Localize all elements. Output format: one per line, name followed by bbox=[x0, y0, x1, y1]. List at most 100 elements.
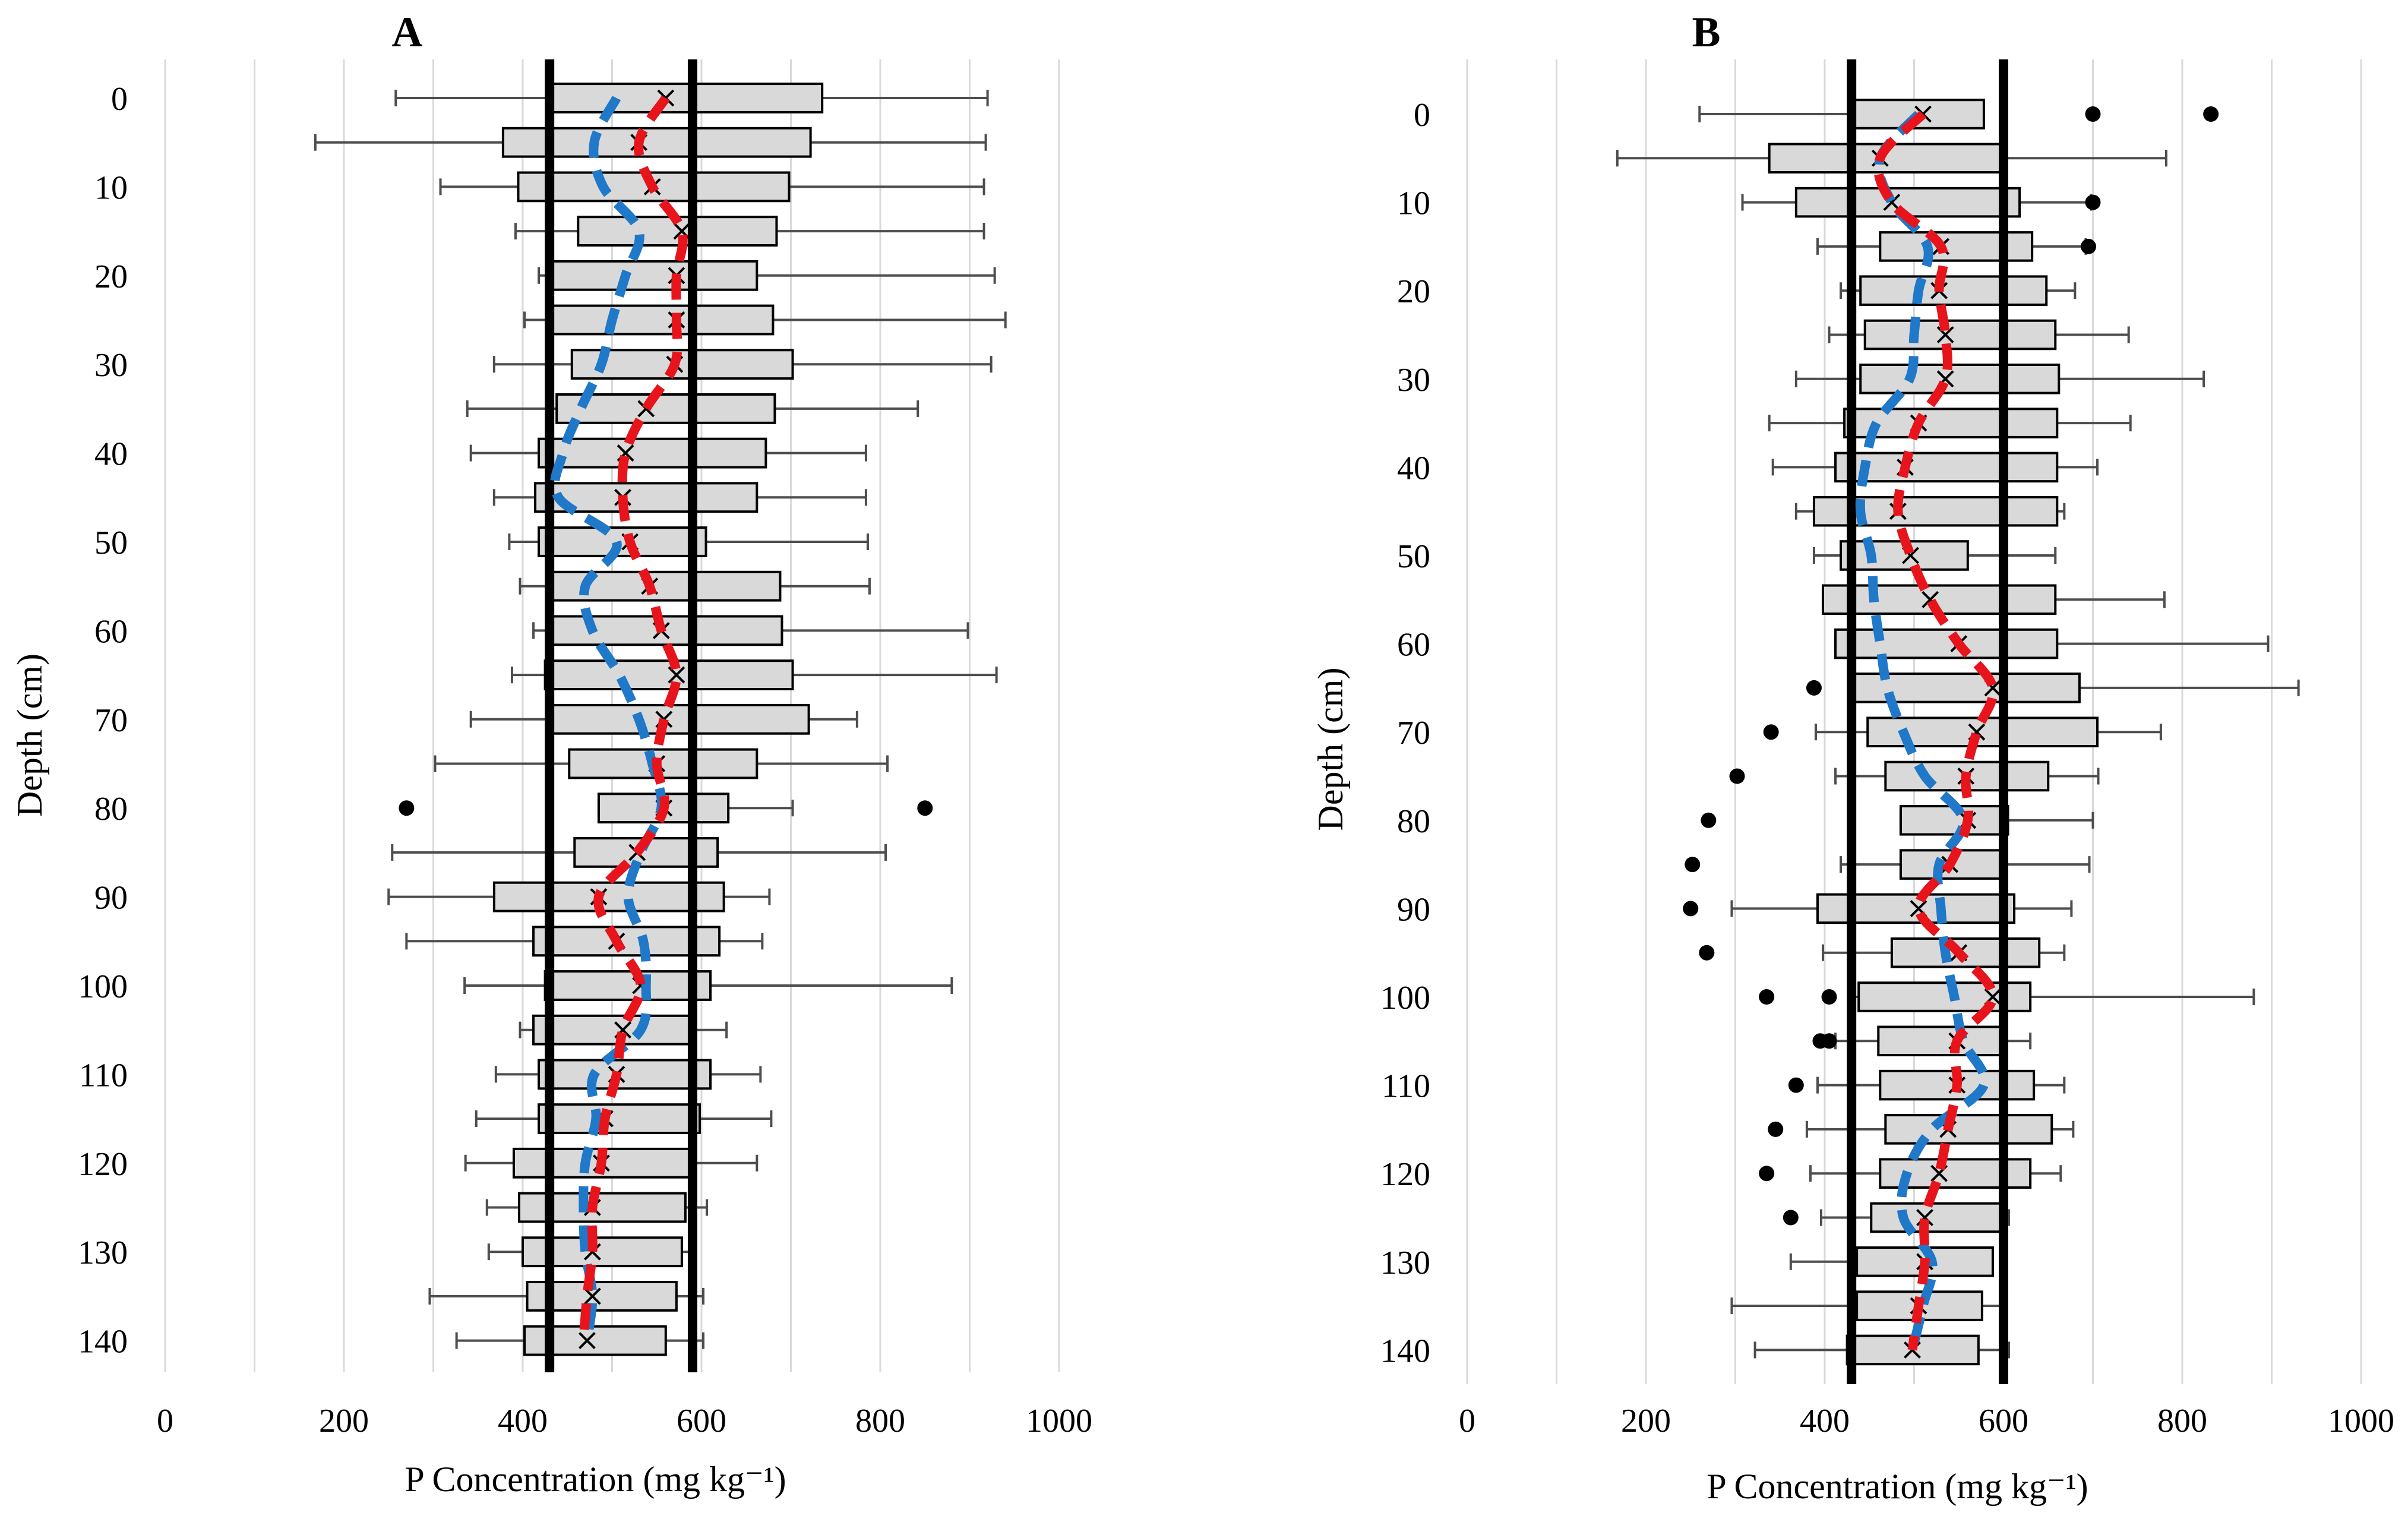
box bbox=[1863, 319, 2057, 351]
box bbox=[555, 393, 776, 424]
y-tick-label: 10 bbox=[1397, 185, 1430, 222]
outlier-point bbox=[1759, 989, 1775, 1005]
box-depth-25 bbox=[1828, 319, 2130, 351]
box-depth-100 bbox=[463, 970, 953, 1001]
y-tick-label: 0 bbox=[111, 81, 128, 118]
panel-a: A Depth (cm) 0 10 20 30 40 50 60 70 80 90 100 110 120 1… bbox=[10, 8, 1092, 1499]
outlier-point bbox=[1759, 1166, 1775, 1182]
box-depth-95 bbox=[405, 926, 764, 957]
box bbox=[1890, 937, 2041, 968]
x-tick-label: 400 bbox=[1800, 1403, 1850, 1439]
x-tick-label: 1000 bbox=[2328, 1403, 2394, 1439]
y-tick-label: 110 bbox=[79, 1057, 128, 1094]
y-tick-label: 140 bbox=[78, 1324, 128, 1360]
x-axis-label: P Concentration (mg kg⁻¹) bbox=[405, 1460, 786, 1499]
y-tick-label: 110 bbox=[1382, 1068, 1430, 1105]
y-tick-label: 20 bbox=[94, 258, 128, 295]
box bbox=[568, 748, 759, 779]
box bbox=[1843, 408, 2059, 438]
box-depth-135 bbox=[428, 1280, 705, 1312]
outlier-point bbox=[1821, 1033, 1837, 1049]
outlier-point bbox=[1699, 945, 1715, 961]
box-depth-30 bbox=[492, 349, 993, 380]
y-tick-label: 30 bbox=[1397, 362, 1430, 399]
y-tick-label: 120 bbox=[1380, 1156, 1430, 1193]
box-depth-65 bbox=[510, 659, 998, 691]
box-depth-25 bbox=[523, 304, 1007, 336]
box-depth-20 bbox=[538, 260, 996, 291]
y-tick-label: 60 bbox=[94, 613, 128, 650]
box bbox=[538, 437, 767, 469]
y-axis-label: Depth (cm) bbox=[10, 653, 49, 817]
outlier-point bbox=[1788, 1077, 1804, 1093]
outlier-point bbox=[1685, 857, 1701, 873]
box-depth-100 bbox=[1852, 981, 2255, 1012]
outlier-point bbox=[1729, 768, 1745, 784]
y-tick-label: 30 bbox=[94, 347, 128, 384]
box-depth-85 bbox=[1840, 849, 2091, 880]
box-depth-40 bbox=[469, 437, 867, 469]
y-tick-label: 130 bbox=[78, 1234, 128, 1271]
y-tick-label: 140 bbox=[1380, 1333, 1430, 1369]
box-depth-135 bbox=[1730, 1290, 2009, 1321]
blue-dashed-line bbox=[550, 96, 666, 1341]
box-depth-70 bbox=[1814, 716, 2162, 747]
box-depth-120 bbox=[464, 1147, 759, 1179]
box bbox=[1834, 451, 2059, 483]
x-tick-label: 1000 bbox=[1026, 1403, 1092, 1439]
y-tick-label: 80 bbox=[1397, 803, 1430, 840]
y-tick-label: 70 bbox=[94, 702, 128, 739]
box bbox=[538, 1059, 712, 1090]
box-depth-35 bbox=[466, 393, 919, 424]
box bbox=[1859, 364, 2061, 394]
box bbox=[492, 881, 725, 913]
x-tick-label: 600 bbox=[677, 1403, 726, 1439]
panel-title: A bbox=[392, 8, 423, 56]
box bbox=[538, 526, 707, 557]
box-depth-105 bbox=[519, 1014, 728, 1046]
x-tick-label: 0 bbox=[1459, 1403, 1475, 1439]
box bbox=[532, 1014, 696, 1046]
box-depth-95 bbox=[1821, 937, 2066, 968]
box-depth-30 bbox=[1794, 364, 2205, 394]
x-tick-label: 400 bbox=[498, 1403, 548, 1439]
y-tick-label: 40 bbox=[94, 436, 128, 473]
y-tick-label: 100 bbox=[1380, 980, 1430, 1016]
outlier-point bbox=[1701, 812, 1717, 828]
box bbox=[501, 127, 812, 158]
outlier-point bbox=[399, 800, 415, 816]
box-depth-60 bbox=[1834, 628, 2270, 659]
box-depth-60 bbox=[532, 615, 969, 646]
y-tick-label: 60 bbox=[1397, 627, 1430, 664]
x-tick-label: 600 bbox=[1979, 1403, 2028, 1439]
box-depth-45 bbox=[1794, 495, 2066, 527]
box bbox=[1879, 231, 2034, 262]
box-depth-5 bbox=[314, 127, 987, 158]
y-tick-label: 10 bbox=[94, 169, 128, 206]
box bbox=[517, 1192, 687, 1223]
y-tick-label: 120 bbox=[78, 1146, 128, 1183]
box bbox=[546, 83, 824, 113]
x-tick-label: 0 bbox=[157, 1403, 173, 1439]
red-dashed-line bbox=[579, 95, 688, 1341]
outlier-point bbox=[1768, 1121, 1784, 1137]
box-depth-90 bbox=[1730, 893, 2073, 924]
box bbox=[543, 970, 712, 1001]
outlier-point bbox=[1806, 680, 1822, 696]
x-tick-label: 200 bbox=[1621, 1403, 1671, 1439]
box-depth-130 bbox=[1789, 1246, 1994, 1277]
y-tick-label: 80 bbox=[94, 791, 128, 828]
panel-title: B bbox=[1692, 8, 1720, 56]
box-depth-115 bbox=[1805, 1114, 2075, 1145]
box-depth-115 bbox=[475, 1103, 773, 1135]
x-tick-label: 200 bbox=[319, 1403, 369, 1439]
y-tick-label: 70 bbox=[1397, 715, 1430, 752]
box bbox=[1834, 628, 2059, 659]
outlier-point bbox=[917, 800, 933, 816]
outlier-point bbox=[1763, 724, 1779, 740]
box bbox=[538, 1103, 701, 1135]
box-depth-105 bbox=[1834, 1025, 2032, 1057]
mean-marker bbox=[578, 1332, 596, 1350]
box-depth-125 bbox=[1819, 1202, 2011, 1233]
